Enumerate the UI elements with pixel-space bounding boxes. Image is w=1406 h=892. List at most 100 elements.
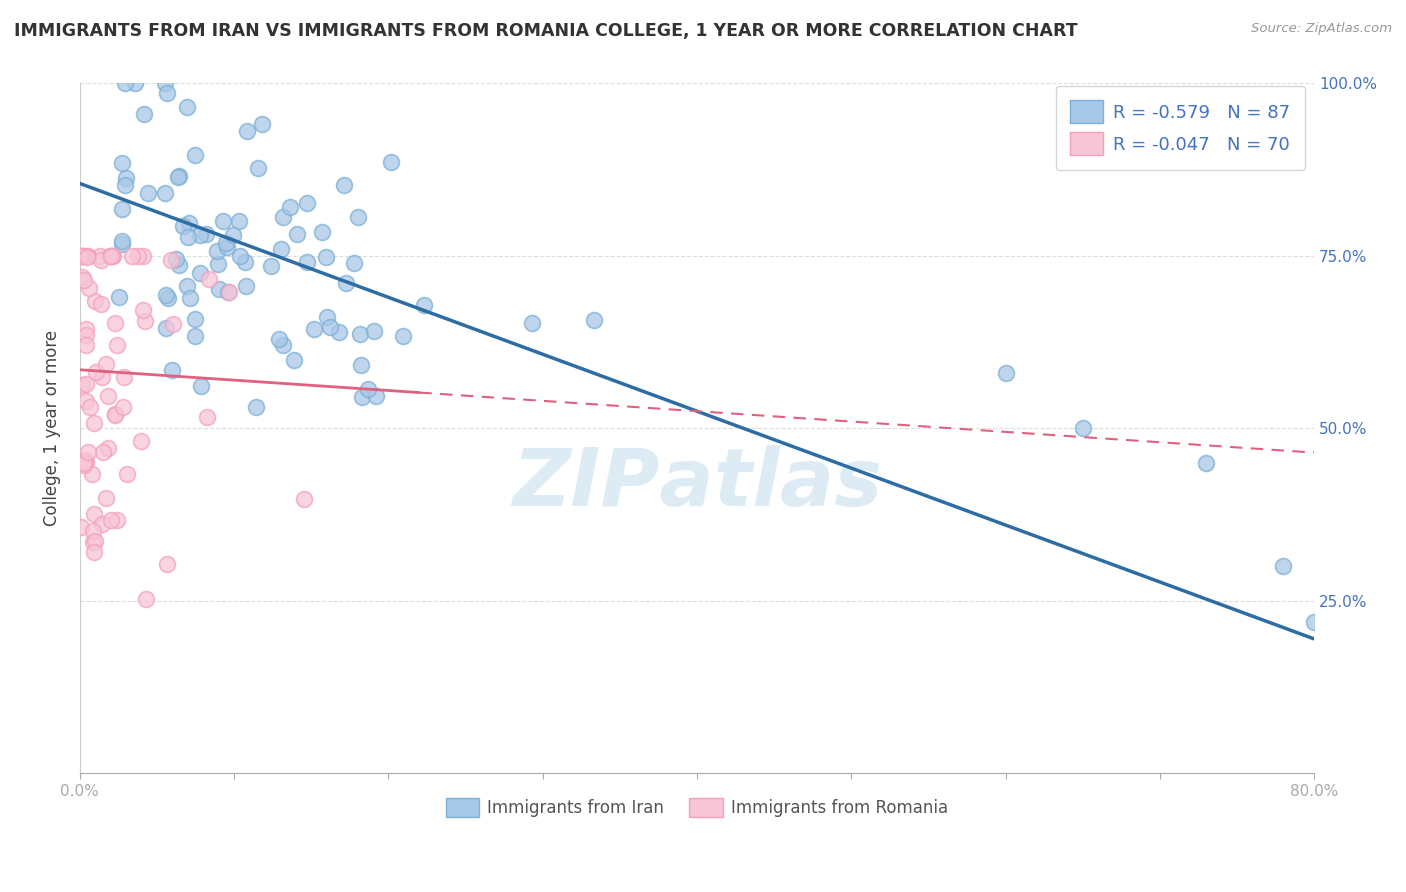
Point bbox=[311, 225, 333, 239]
Point bbox=[176, 230, 198, 244]
Point bbox=[75, 338, 97, 352]
Point bbox=[328, 325, 350, 339]
Point bbox=[114, 77, 136, 91]
Point bbox=[295, 195, 318, 210]
Point bbox=[70, 249, 93, 263]
Point bbox=[208, 282, 231, 296]
Point bbox=[129, 434, 152, 448]
Point bbox=[229, 249, 252, 263]
Point bbox=[98, 249, 121, 263]
Point bbox=[70, 519, 93, 533]
Point bbox=[134, 107, 156, 121]
Point bbox=[292, 491, 315, 506]
Point bbox=[155, 77, 177, 91]
Point bbox=[75, 322, 97, 336]
Point bbox=[156, 292, 179, 306]
Point bbox=[188, 266, 211, 280]
Point bbox=[1071, 421, 1094, 435]
Point bbox=[84, 534, 107, 549]
Point bbox=[246, 161, 269, 176]
Point bbox=[156, 557, 179, 571]
Point bbox=[233, 255, 256, 269]
Point bbox=[105, 338, 128, 352]
Legend: Immigrants from Iran, Immigrants from Romania: Immigrants from Iran, Immigrants from Ro… bbox=[439, 791, 955, 823]
Point bbox=[111, 202, 134, 216]
Point bbox=[347, 210, 370, 224]
Point bbox=[94, 357, 117, 371]
Point bbox=[111, 156, 134, 170]
Point bbox=[90, 297, 112, 311]
Point bbox=[134, 314, 156, 328]
Y-axis label: College, 1 year or more: College, 1 year or more bbox=[44, 330, 60, 526]
Point bbox=[153, 186, 176, 200]
Point bbox=[155, 288, 177, 302]
Point bbox=[91, 516, 114, 531]
Point bbox=[212, 213, 235, 227]
Point bbox=[188, 227, 211, 242]
Point bbox=[179, 216, 201, 230]
Point bbox=[104, 408, 127, 422]
Point bbox=[84, 365, 107, 379]
Point bbox=[195, 227, 218, 241]
Point bbox=[215, 240, 238, 254]
Point bbox=[101, 249, 124, 263]
Point bbox=[315, 250, 337, 264]
Point bbox=[283, 353, 305, 368]
Point bbox=[75, 454, 97, 468]
Point bbox=[364, 389, 387, 403]
Point bbox=[218, 285, 240, 300]
Point bbox=[245, 401, 267, 415]
Point bbox=[205, 244, 228, 258]
Point bbox=[136, 186, 159, 200]
Point bbox=[108, 290, 131, 304]
Point bbox=[111, 235, 134, 249]
Point bbox=[100, 513, 122, 527]
Point bbox=[100, 249, 122, 263]
Point bbox=[75, 328, 97, 343]
Point bbox=[77, 445, 100, 459]
Point bbox=[79, 400, 101, 414]
Point bbox=[104, 316, 127, 330]
Point bbox=[80, 467, 103, 481]
Point bbox=[207, 257, 229, 271]
Point bbox=[115, 170, 138, 185]
Point bbox=[319, 319, 342, 334]
Point bbox=[167, 258, 190, 272]
Point bbox=[73, 456, 96, 470]
Point bbox=[75, 393, 97, 408]
Point bbox=[77, 281, 100, 295]
Point bbox=[520, 316, 543, 330]
Point bbox=[70, 270, 93, 285]
Point bbox=[316, 310, 339, 324]
Point bbox=[160, 253, 183, 268]
Point bbox=[184, 148, 207, 162]
Point bbox=[132, 249, 155, 263]
Point bbox=[114, 178, 136, 192]
Point bbox=[176, 278, 198, 293]
Point bbox=[111, 400, 134, 414]
Text: Source: ZipAtlas.com: Source: ZipAtlas.com bbox=[1251, 22, 1392, 36]
Point bbox=[160, 363, 183, 377]
Point bbox=[75, 376, 97, 391]
Point bbox=[77, 249, 100, 263]
Point bbox=[121, 249, 143, 263]
Point bbox=[271, 211, 294, 225]
Point bbox=[167, 169, 190, 183]
Point bbox=[162, 317, 184, 331]
Point bbox=[83, 545, 105, 559]
Point bbox=[91, 445, 114, 459]
Point bbox=[135, 591, 157, 606]
Point bbox=[335, 276, 357, 290]
Point bbox=[165, 252, 187, 267]
Point bbox=[228, 214, 250, 228]
Point bbox=[83, 507, 105, 521]
Point bbox=[176, 100, 198, 114]
Point bbox=[583, 313, 606, 327]
Point bbox=[1272, 559, 1295, 574]
Point bbox=[333, 178, 356, 192]
Point bbox=[84, 293, 107, 308]
Point bbox=[350, 358, 373, 372]
Point bbox=[115, 467, 138, 482]
Text: ZIP​atlas: ZIP​atlas bbox=[512, 444, 882, 523]
Point bbox=[184, 312, 207, 326]
